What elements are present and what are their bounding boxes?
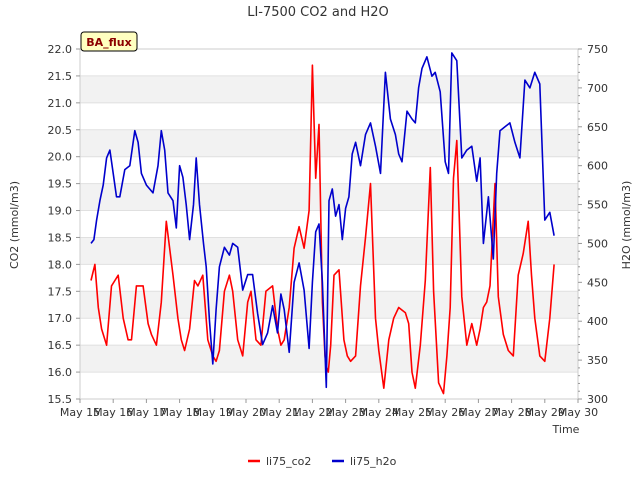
y-tick-label-left: 20.5 — [48, 124, 73, 137]
y-tick-label-left: 21.5 — [48, 70, 73, 83]
x-tick-label: May 16 — [93, 406, 133, 419]
y-tick-label-right: 750 — [587, 43, 608, 56]
y-tick-label-left: 17.5 — [48, 285, 73, 298]
y-tick-label-left: 15.5 — [48, 393, 73, 406]
background-band — [80, 291, 578, 319]
y-tick-label-left: 22.0 — [48, 43, 73, 56]
badge-label: BA_flux — [86, 36, 131, 49]
x-tick-label: May 24 — [359, 406, 399, 419]
y-tick-label-left: 19.5 — [48, 178, 73, 191]
badge: BA_flux — [80, 31, 138, 52]
y-tick-label-right: 550 — [587, 199, 608, 212]
y-tick-label-left: 18.5 — [48, 231, 73, 244]
legend: li75_co2 li75_h2o — [248, 455, 397, 468]
y-tick-label-right: 350 — [587, 354, 608, 367]
y-tick-label-left: 16.0 — [48, 366, 73, 379]
plot-frame — [79, 48, 579, 400]
y-tick-label-right: 500 — [587, 237, 608, 250]
x-tick-label: May 25 — [392, 406, 432, 419]
series-line-li75_h2o — [90, 52, 555, 389]
x-tick-label: May 17 — [126, 406, 166, 419]
series-lines — [90, 52, 555, 395]
x-tick-label: May 15 — [60, 406, 100, 419]
y-tick-label-right: 400 — [587, 315, 608, 328]
badge-box — [80, 31, 138, 52]
x-tick-label: May 30 — [558, 406, 598, 419]
x-tick-label: May 19 — [193, 406, 233, 419]
x-tick-label: May 23 — [325, 406, 365, 419]
x-tick-label: May 27 — [458, 406, 498, 419]
x-tick-label: May 28 — [491, 406, 531, 419]
x-tick-label: May 26 — [425, 406, 465, 419]
y-tick-label-left: 18.0 — [48, 258, 73, 271]
x-tick-label: May 20 — [226, 406, 266, 419]
y-tick-label-right: 650 — [587, 121, 608, 134]
y-tick-label-right: 300 — [587, 393, 608, 406]
y-tick-label-left: 16.5 — [48, 339, 73, 352]
x-tick-label: May 21 — [259, 406, 299, 419]
y-axis-label-left: CO2 (mmol/m3) — [8, 181, 21, 269]
legend-label-li75_h2o: li75_h2o — [350, 455, 397, 468]
legend-label-li75_co2: li75_co2 — [266, 455, 311, 468]
y-axis-label-right: H2O (mmol/m3) — [620, 181, 633, 270]
left-axis-ticks: 15.5 16.0 16.5 17.0 17.5 18.0 18.5 19.0 19.5 20.0… — [48, 43, 80, 406]
y-tick-label-right: 600 — [587, 160, 608, 173]
y-tick-label-right: 700 — [587, 82, 608, 95]
chart-title: LI-7500 CO2 and H2O — [247, 5, 389, 20]
y-tick-label-left: 20.0 — [48, 151, 73, 164]
background-band — [80, 129, 578, 157]
y-tick-label-left: 19.0 — [48, 205, 73, 218]
x-axis-label: Time — [552, 423, 580, 436]
y-tick-label-right: 450 — [587, 276, 608, 289]
background-band — [80, 75, 578, 103]
x-tick-label: May 18 — [159, 406, 199, 419]
y-tick-label-left: 17.0 — [48, 312, 73, 325]
x-tick-label: May 22 — [292, 406, 332, 419]
y-tick-label-left: 21.0 — [48, 97, 73, 110]
x-tick-label: May 29 — [525, 406, 565, 419]
right-axis-ticks: 300 350 400 450 500 550 600 650 700 750 — [578, 43, 608, 406]
